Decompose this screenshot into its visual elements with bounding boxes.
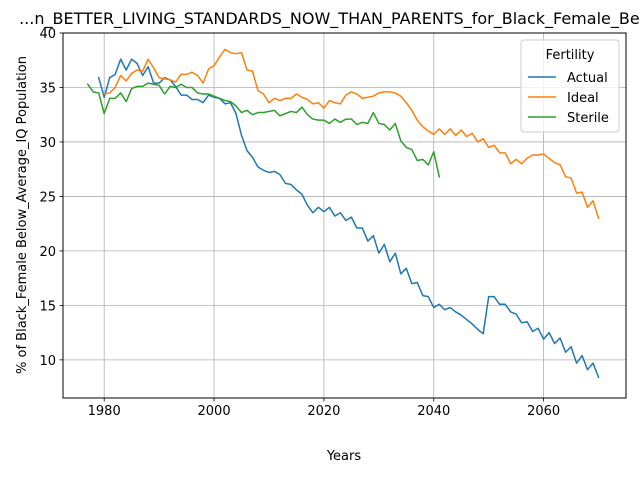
x-tick-label: 2020 bbox=[307, 404, 340, 419]
x-axis-label: Years bbox=[326, 449, 362, 464]
axis-ticks: 1980 2000 2020 2040 2060 10 15 20 25 30 35 40 bbox=[39, 27, 560, 419]
legend-title: Fertility bbox=[546, 48, 595, 63]
chart-title: ...n_BETTER_LIVING_STANDARDS_NOW_THAN_PA… bbox=[19, 9, 640, 29]
x-tick-label: 2000 bbox=[198, 404, 231, 419]
y-tick-label: 20 bbox=[39, 245, 56, 260]
y-tick-label: 30 bbox=[39, 136, 56, 151]
y-tick-label: 35 bbox=[39, 81, 56, 96]
series-line-sterile bbox=[86, 82, 441, 178]
plot-frame bbox=[62, 32, 627, 399]
legend-label-ideal: Ideal bbox=[567, 91, 599, 106]
series-line-ideal bbox=[103, 48, 600, 220]
legend: Fertility Actual Ideal Sterile bbox=[520, 39, 620, 133]
legend-label-actual: Actual bbox=[567, 71, 608, 86]
legend-label-sterile: Sterile bbox=[567, 111, 609, 126]
legend-box bbox=[520, 39, 620, 133]
x-tick-label: 2040 bbox=[417, 404, 450, 419]
series-lines bbox=[86, 48, 600, 379]
y-tick-label: 10 bbox=[39, 354, 56, 369]
series-line-actual bbox=[97, 58, 600, 379]
y-tick-label: 40 bbox=[39, 27, 56, 42]
y-tick-label: 15 bbox=[39, 299, 56, 314]
y-tick-label: 25 bbox=[39, 190, 56, 205]
x-tick-label: 2060 bbox=[527, 404, 560, 419]
y-axis-label: % of Black_Female Below_Average_IQ Popul… bbox=[15, 56, 30, 374]
legend-entries: Actual Ideal Sterile bbox=[528, 71, 609, 126]
x-tick-label: 1980 bbox=[88, 404, 121, 419]
